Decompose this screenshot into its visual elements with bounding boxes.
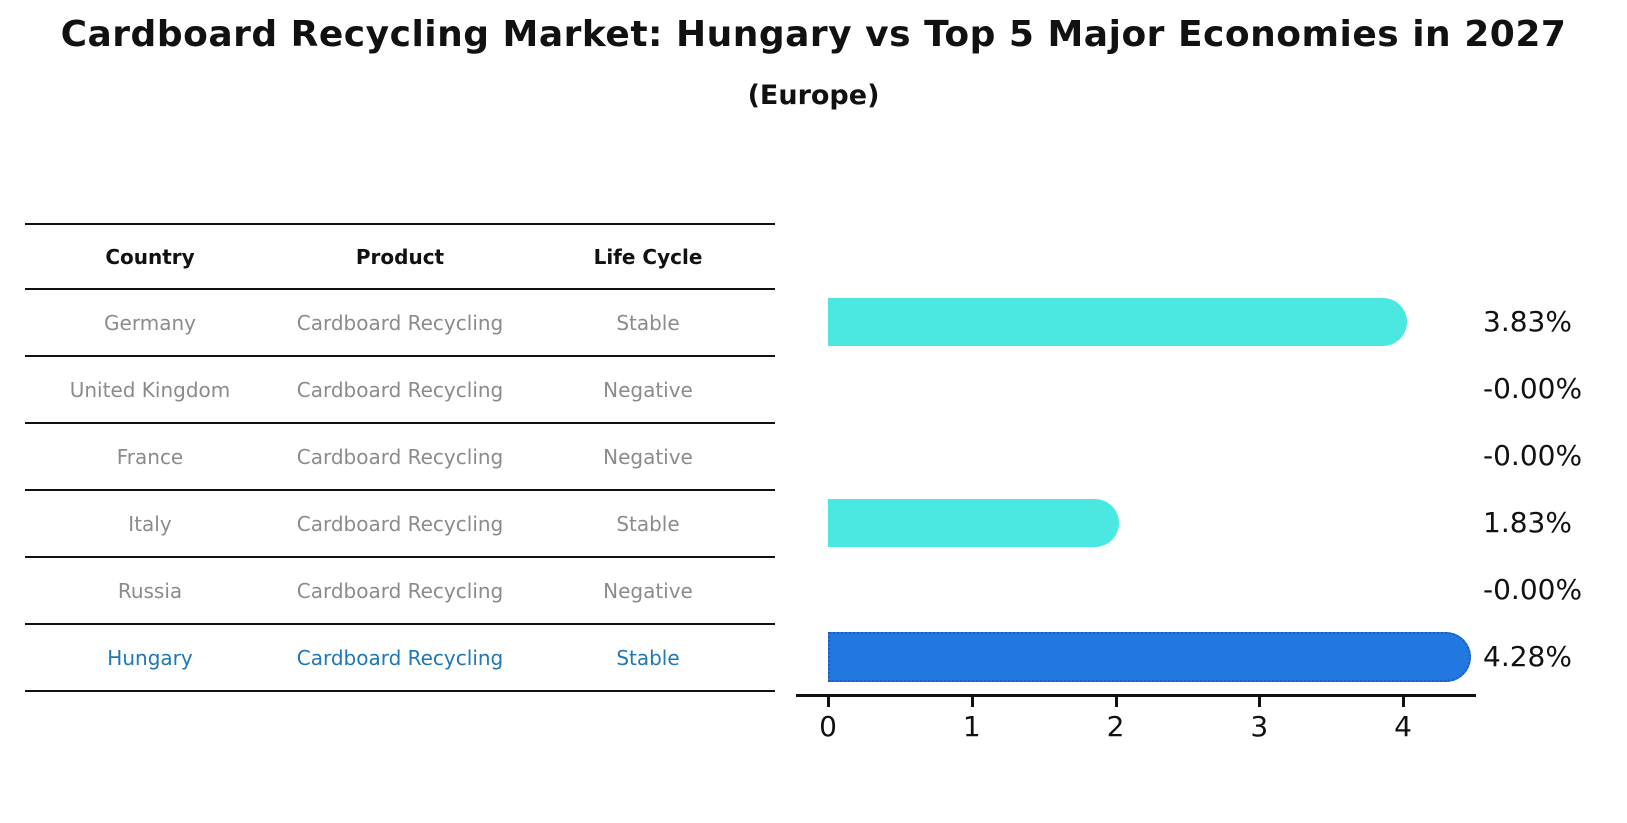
cell-life-cycle: Negative [603, 444, 693, 469]
table-header-life-cycle: Life Cycle [593, 244, 703, 269]
cell-product: Cardboard Recycling [296, 444, 504, 469]
bar-italy [828, 498, 1120, 547]
x-axis-tick [1114, 696, 1118, 707]
x-axis-tick [1258, 696, 1262, 707]
table-rule [25, 623, 775, 625]
table-rule [25, 489, 775, 491]
table-header-product: Product [355, 244, 445, 269]
table-row-united-kingdom: United Kingdom Cardboard Recycling Negat… [25, 357, 775, 422]
cell-product: Cardboard Recycling [296, 377, 504, 402]
value-label-germany: 3.83% [1483, 304, 1572, 338]
cell-product: Cardboard Recycling [296, 511, 504, 536]
cell-life-cycle: Negative [603, 578, 693, 603]
cell-country: Germany [104, 310, 196, 335]
table-rule [25, 288, 775, 290]
cell-life-cycle: Stable [616, 310, 680, 335]
table-rule [25, 556, 775, 558]
table-rule [25, 355, 775, 357]
table-row-russia: Russia Cardboard Recycling Negative [25, 558, 775, 623]
value-label-russia: -0.00% [1483, 572, 1583, 606]
cell-country: France [116, 444, 184, 469]
cell-country: Russia [117, 578, 183, 603]
x-axis-tick-label: 4 [1394, 710, 1412, 743]
chart-title: Cardboard Recycling Market: Hungary vs T… [60, 14, 1567, 55]
cell-life-cycle: Negative [603, 377, 693, 402]
table-row-hungary: Hungary Cardboard Recycling Stable [25, 625, 775, 690]
table-rule [25, 223, 775, 225]
table-rule [25, 422, 775, 424]
x-axis-tick [970, 696, 974, 707]
x-axis-tick-label: 2 [1106, 710, 1125, 743]
table-row-germany: Germany Cardboard Recycling Stable [25, 290, 775, 355]
table-rule [25, 690, 775, 692]
table-row-italy: Italy Cardboard Recycling Stable [25, 491, 775, 556]
cell-product: Cardboard Recycling [296, 645, 504, 670]
table-row-france: France Cardboard Recycling Negative [25, 424, 775, 489]
cell-country: Italy [128, 511, 172, 536]
x-axis-tick-label: 0 [819, 710, 837, 743]
table-header-row: Country Product Life Cycle [25, 225, 775, 288]
x-axis-line [796, 694, 1476, 697]
value-label-united-kingdom: -0.00% [1483, 371, 1583, 405]
cell-life-cycle: Stable [616, 511, 680, 536]
bar-hungary [828, 631, 1472, 682]
x-axis-tick-label: 3 [1250, 710, 1269, 743]
chart-subtitle: (Europe) [747, 80, 880, 111]
value-label-italy: 1.83% [1483, 505, 1572, 539]
cell-country: United Kingdom [69, 377, 231, 402]
cell-product: Cardboard Recycling [296, 578, 504, 603]
value-label-france: -0.00% [1483, 438, 1583, 472]
cell-life-cycle: Stable [616, 645, 680, 670]
value-label-hungary: 4.28% [1483, 639, 1572, 673]
table-header-country: Country [105, 244, 195, 269]
cell-product: Cardboard Recycling [296, 310, 504, 335]
x-axis-tick [1402, 696, 1405, 707]
x-axis-tick-label: 1 [962, 710, 981, 743]
bar-germany [828, 297, 1407, 346]
cell-country: Hungary [107, 645, 193, 670]
x-axis-tick [827, 696, 830, 707]
